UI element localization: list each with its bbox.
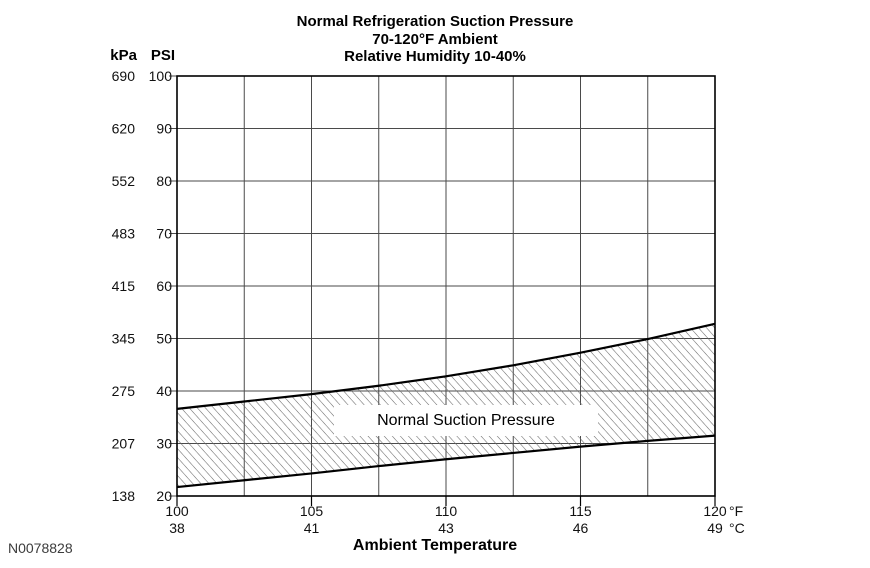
plot-frame	[176, 75, 716, 506]
chart-title: Normal Refrigeration Suction Pressure	[296, 13, 574, 30]
svg-text:105: 105	[300, 503, 324, 519]
svg-text:115: 115	[569, 503, 592, 519]
svg-text:38: 38	[169, 520, 185, 536]
svg-text:41: 41	[304, 520, 320, 536]
band-label: Normal Suction Pressure	[334, 405, 598, 436]
chart-title-block: Normal Refrigeration Suction Pressure 70…	[0, 13, 870, 66]
svg-text:60: 60	[156, 278, 172, 294]
chart-subtitle-1: 70-120°F Ambient	[372, 30, 498, 48]
svg-text:110: 110	[435, 503, 458, 519]
y-axis-unit-kpa: kPa	[110, 47, 137, 64]
x-axis-unit-celsius: °C	[729, 520, 745, 536]
svg-text:50: 50	[156, 331, 172, 347]
svg-text:275: 275	[112, 383, 136, 399]
y-axis-unit-psi: PSI	[151, 47, 175, 64]
svg-text:620: 620	[112, 121, 136, 137]
svg-text:80: 80	[156, 173, 172, 189]
svg-text:138: 138	[112, 488, 136, 504]
svg-text:30: 30	[156, 436, 172, 452]
svg-text:345: 345	[112, 331, 136, 347]
chart-subtitle-2: Relative Humidity 10-40%	[344, 48, 526, 65]
svg-text:207: 207	[112, 436, 136, 452]
x-axis-unit-fahrenheit: °F	[729, 503, 743, 519]
x-axis-title: Ambient Temperature	[352, 537, 518, 554]
svg-text:100: 100	[149, 68, 173, 84]
svg-text:690: 690	[112, 68, 136, 84]
svg-text:43: 43	[438, 520, 454, 536]
svg-text:40: 40	[156, 383, 172, 399]
svg-text:90: 90	[156, 121, 172, 137]
watermark-id: N0078828	[8, 540, 73, 556]
svg-text:49: 49	[707, 520, 723, 536]
svg-text:46: 46	[573, 520, 589, 536]
svg-text:20: 20	[156, 488, 172, 504]
svg-text:70: 70	[156, 226, 172, 242]
tick-labels: 690 100 620 90 552 80 483 70 415 60 345 50 275 40 207 3…	[112, 68, 727, 536]
svg-text:552: 552	[112, 173, 136, 189]
svg-text:483: 483	[112, 226, 136, 242]
svg-text:120: 120	[703, 503, 727, 519]
svg-text:100: 100	[165, 503, 189, 519]
svg-text:415: 415	[112, 278, 136, 294]
